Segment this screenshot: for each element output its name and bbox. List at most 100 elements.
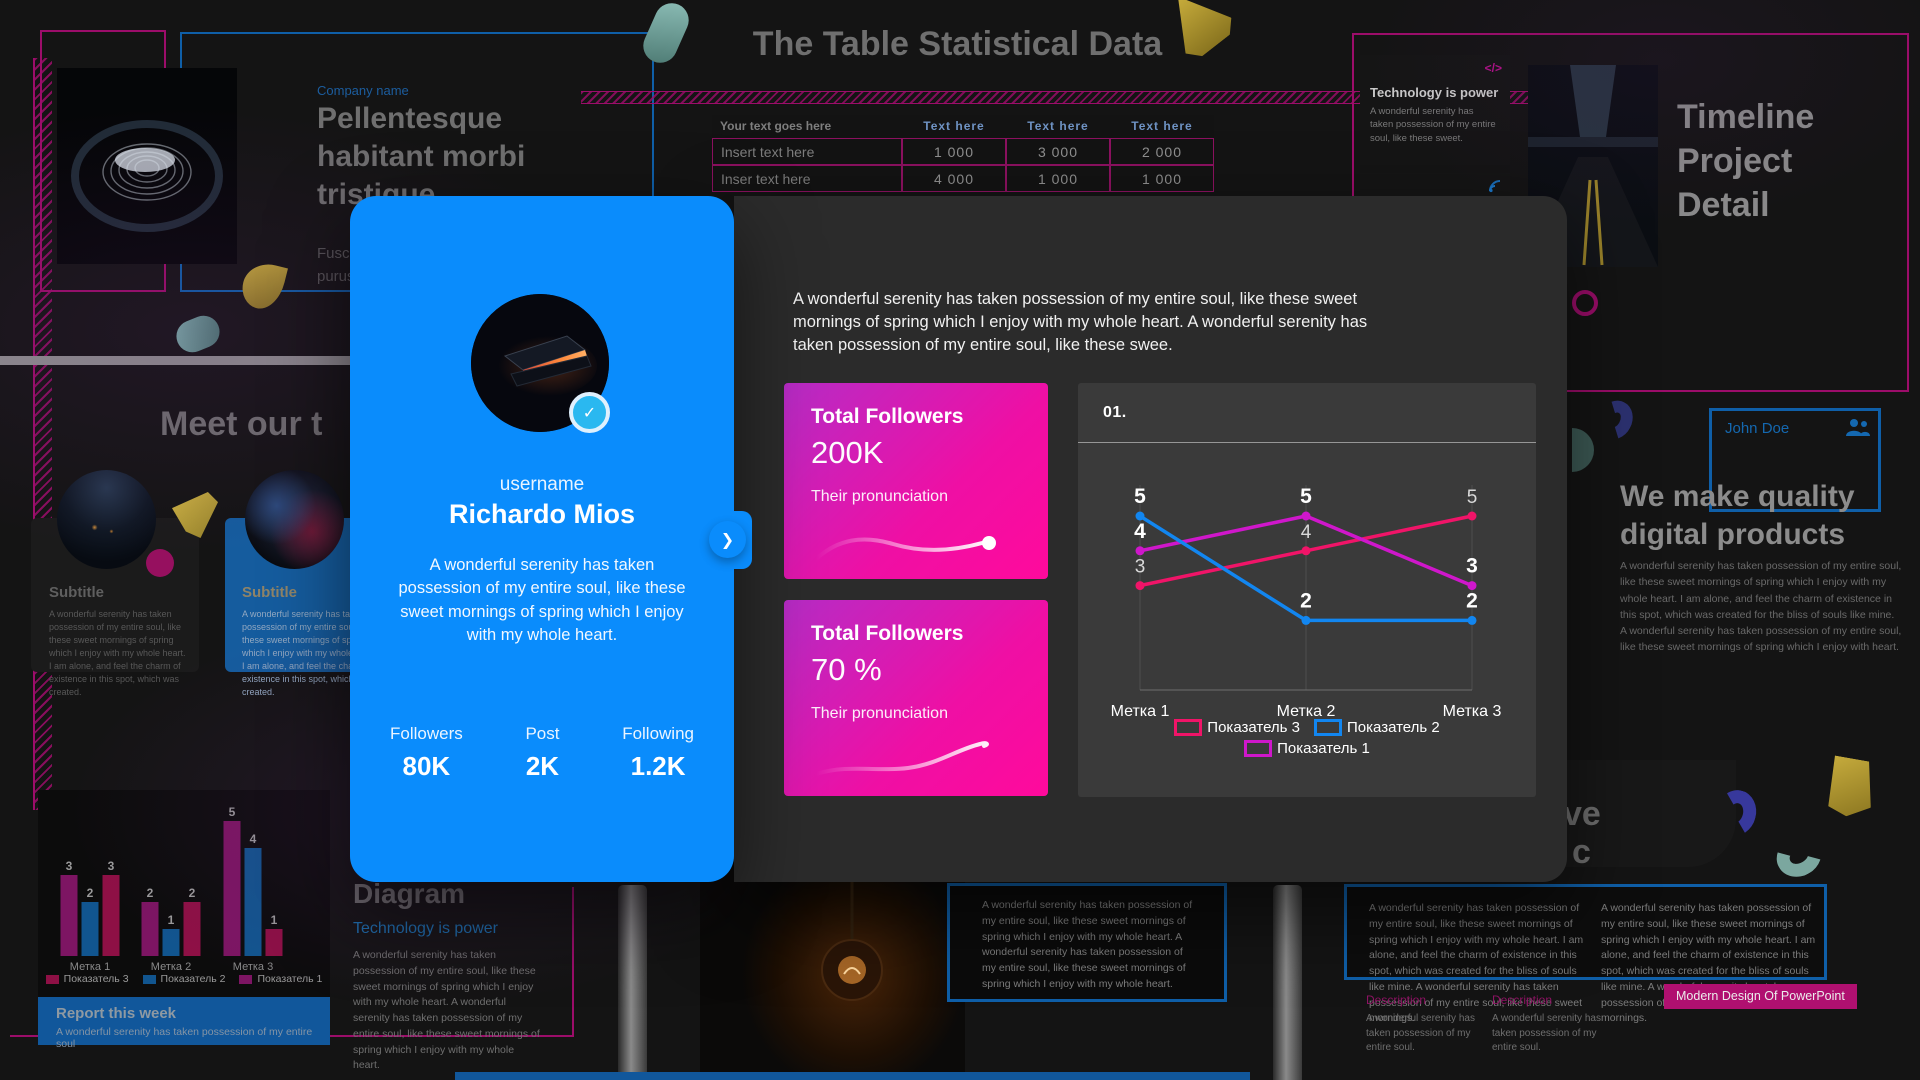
stat-post: Post 2K xyxy=(525,724,559,782)
text-column: A wonderful serenity has taken possessio… xyxy=(1369,902,1584,1025)
stat-label: Following xyxy=(622,724,694,743)
metric-title: Total Followers xyxy=(811,405,964,428)
data-label: 4 xyxy=(1134,520,1146,543)
bar xyxy=(141,902,159,956)
slide-edge-strip xyxy=(0,356,432,365)
yellow-cone-shape xyxy=(1815,754,1878,820)
table-cell: 1 000 xyxy=(1006,165,1110,192)
data-point xyxy=(1467,511,1477,521)
diagram-body: A wonderful serenity has taken possessio… xyxy=(353,949,540,1072)
gray-pillar-shape xyxy=(1273,885,1302,1080)
table-header-cell: Text here xyxy=(1110,115,1214,138)
bar-chart: 3 2 5 2 1 4 3 2 1 Метка 1 Метка 2 Метка 3 Показател… xyxy=(38,790,330,997)
data-label: 5 xyxy=(1467,487,1478,508)
team-card-body: A wonderful serenity has taken possessio… xyxy=(242,609,379,698)
description-body: A wonderful serenity has taken possessio… xyxy=(1492,1013,1601,1053)
author-name: John Doe xyxy=(1725,420,1790,437)
bar xyxy=(162,929,180,956)
profile-name: Richardo Mios xyxy=(448,499,636,529)
slide-title-team: Meet our t xyxy=(160,405,323,443)
bar xyxy=(183,902,201,956)
teal-half-shape xyxy=(1572,428,1594,472)
chart-index-label: 01. xyxy=(1103,404,1127,421)
table-row: Insert text here 1 000 3 000 2 000 xyxy=(712,138,1214,165)
table-cell: 1 000 xyxy=(902,138,1006,165)
username-label: username xyxy=(499,474,585,495)
slide-title-table: The Table Statistical Data xyxy=(752,25,1163,63)
legend-swatch xyxy=(1314,719,1342,736)
bar xyxy=(265,929,283,956)
table-header-cell: Text here xyxy=(1006,115,1110,138)
legend-item: Показатель 2 xyxy=(142,973,226,985)
legend-swatch xyxy=(239,974,253,984)
legend-label: Показатель 2 xyxy=(160,973,226,985)
bar-label: 3 xyxy=(66,859,73,873)
data-label: 2 xyxy=(1466,589,1478,612)
data-point xyxy=(1135,546,1145,556)
data-point xyxy=(1301,546,1311,556)
computer-photo xyxy=(245,470,344,569)
stat-following: Following 1.2K xyxy=(622,724,694,782)
description-label: Description xyxy=(1366,993,1427,1007)
powerpoint-badge: Modern Design Of PowerPoint xyxy=(1664,984,1857,1009)
description-block: Description A wonderful serenity has tak… xyxy=(1492,993,1610,1056)
bar-label: 5 xyxy=(229,805,236,819)
x-axis-label: Метка 1 xyxy=(1111,703,1170,720)
table-cell: 3 000 xyxy=(1006,138,1110,165)
trend-sparkline xyxy=(814,741,989,776)
report-footer-band: Report this week A wonderful serenity ha… xyxy=(38,997,330,1050)
teal-elbow-shape xyxy=(1769,827,1829,885)
legend-swatch xyxy=(45,974,59,984)
magenta-dot-shape xyxy=(146,549,174,577)
bar-label: 1 xyxy=(271,913,278,927)
legend-label: Показатель 3 xyxy=(63,973,129,985)
line-chart: 3 4 5 4 5 3 5 2 2 Метка 1 Метка 2 Метка 3 xyxy=(1111,485,1502,720)
bottom-blue-strip xyxy=(455,1072,1250,1080)
slide-title-pellentesque: Pellentesque habitant morbi tristique xyxy=(317,102,526,212)
report-body: A wonderful serenity has taken possessio… xyxy=(56,1026,313,1050)
data-label: 5 xyxy=(1300,485,1312,508)
bar xyxy=(244,848,262,956)
next-button[interactable]: ❯ xyxy=(709,521,746,558)
total-followers-card: Total Followers 70 % Their pronunciation xyxy=(784,600,1048,796)
legend-swatch xyxy=(142,974,156,984)
card-body: A wonderful serenity has taken possessio… xyxy=(1370,106,1496,144)
table-cell: 1 000 xyxy=(1110,165,1214,192)
detail-intro-text: A wonderful serenity has taken possessio… xyxy=(793,290,1368,354)
x-axis-label: Метка 1 xyxy=(70,961,110,973)
x-axis-label: Метка 3 xyxy=(1443,703,1502,720)
data-label: 3 xyxy=(1135,557,1146,578)
report-title: Report this week xyxy=(56,1005,177,1022)
bar-label: 4 xyxy=(250,832,257,846)
legend-item: Показатель 3 xyxy=(45,973,129,985)
legend-row: Показатель 3 Показатель 2 xyxy=(1174,719,1440,736)
legend-swatch xyxy=(1174,719,1203,736)
text-column: A wonderful serenity has taken possessio… xyxy=(1601,902,1816,1025)
x-axis-label: Метка 2 xyxy=(1277,703,1336,720)
slide-title-diagram: Diagram xyxy=(353,878,466,909)
heading-fragment: ve xyxy=(1563,795,1601,833)
magenta-ring-shape xyxy=(1572,290,1598,316)
data-point xyxy=(1467,615,1477,625)
legend-label: Показатель 1 xyxy=(257,973,323,985)
x-axis-label: Метка 2 xyxy=(151,961,191,973)
data-point xyxy=(1301,615,1311,625)
teal-cylinder-shape xyxy=(171,310,225,358)
data-label: 4 xyxy=(1301,522,1312,543)
data-label: 2 xyxy=(1300,589,1312,612)
description-label: Description xyxy=(1492,993,1553,1007)
description-body: A wonderful serenity has taken possessio… xyxy=(1366,1013,1475,1053)
code-icon: </> xyxy=(1484,61,1502,75)
legend-item: Показатель 3 xyxy=(1174,719,1300,736)
slide-body-quality: A wonderful serenity has taken possessio… xyxy=(1620,560,1902,654)
fingerprint-image xyxy=(57,68,237,264)
navy-comma-shape xyxy=(1590,394,1640,446)
bar-label: 3 xyxy=(108,859,115,873)
diagram-subtitle: Technology is power xyxy=(353,920,498,937)
stat-label: Followers xyxy=(390,724,463,743)
heading-fragment: c xyxy=(1572,833,1591,871)
note-body: A wonderful serenity has taken possessio… xyxy=(982,899,1193,990)
earth-photo xyxy=(57,470,156,569)
legend-swatch xyxy=(1244,740,1273,757)
table-cell: Insert text here xyxy=(712,138,902,165)
